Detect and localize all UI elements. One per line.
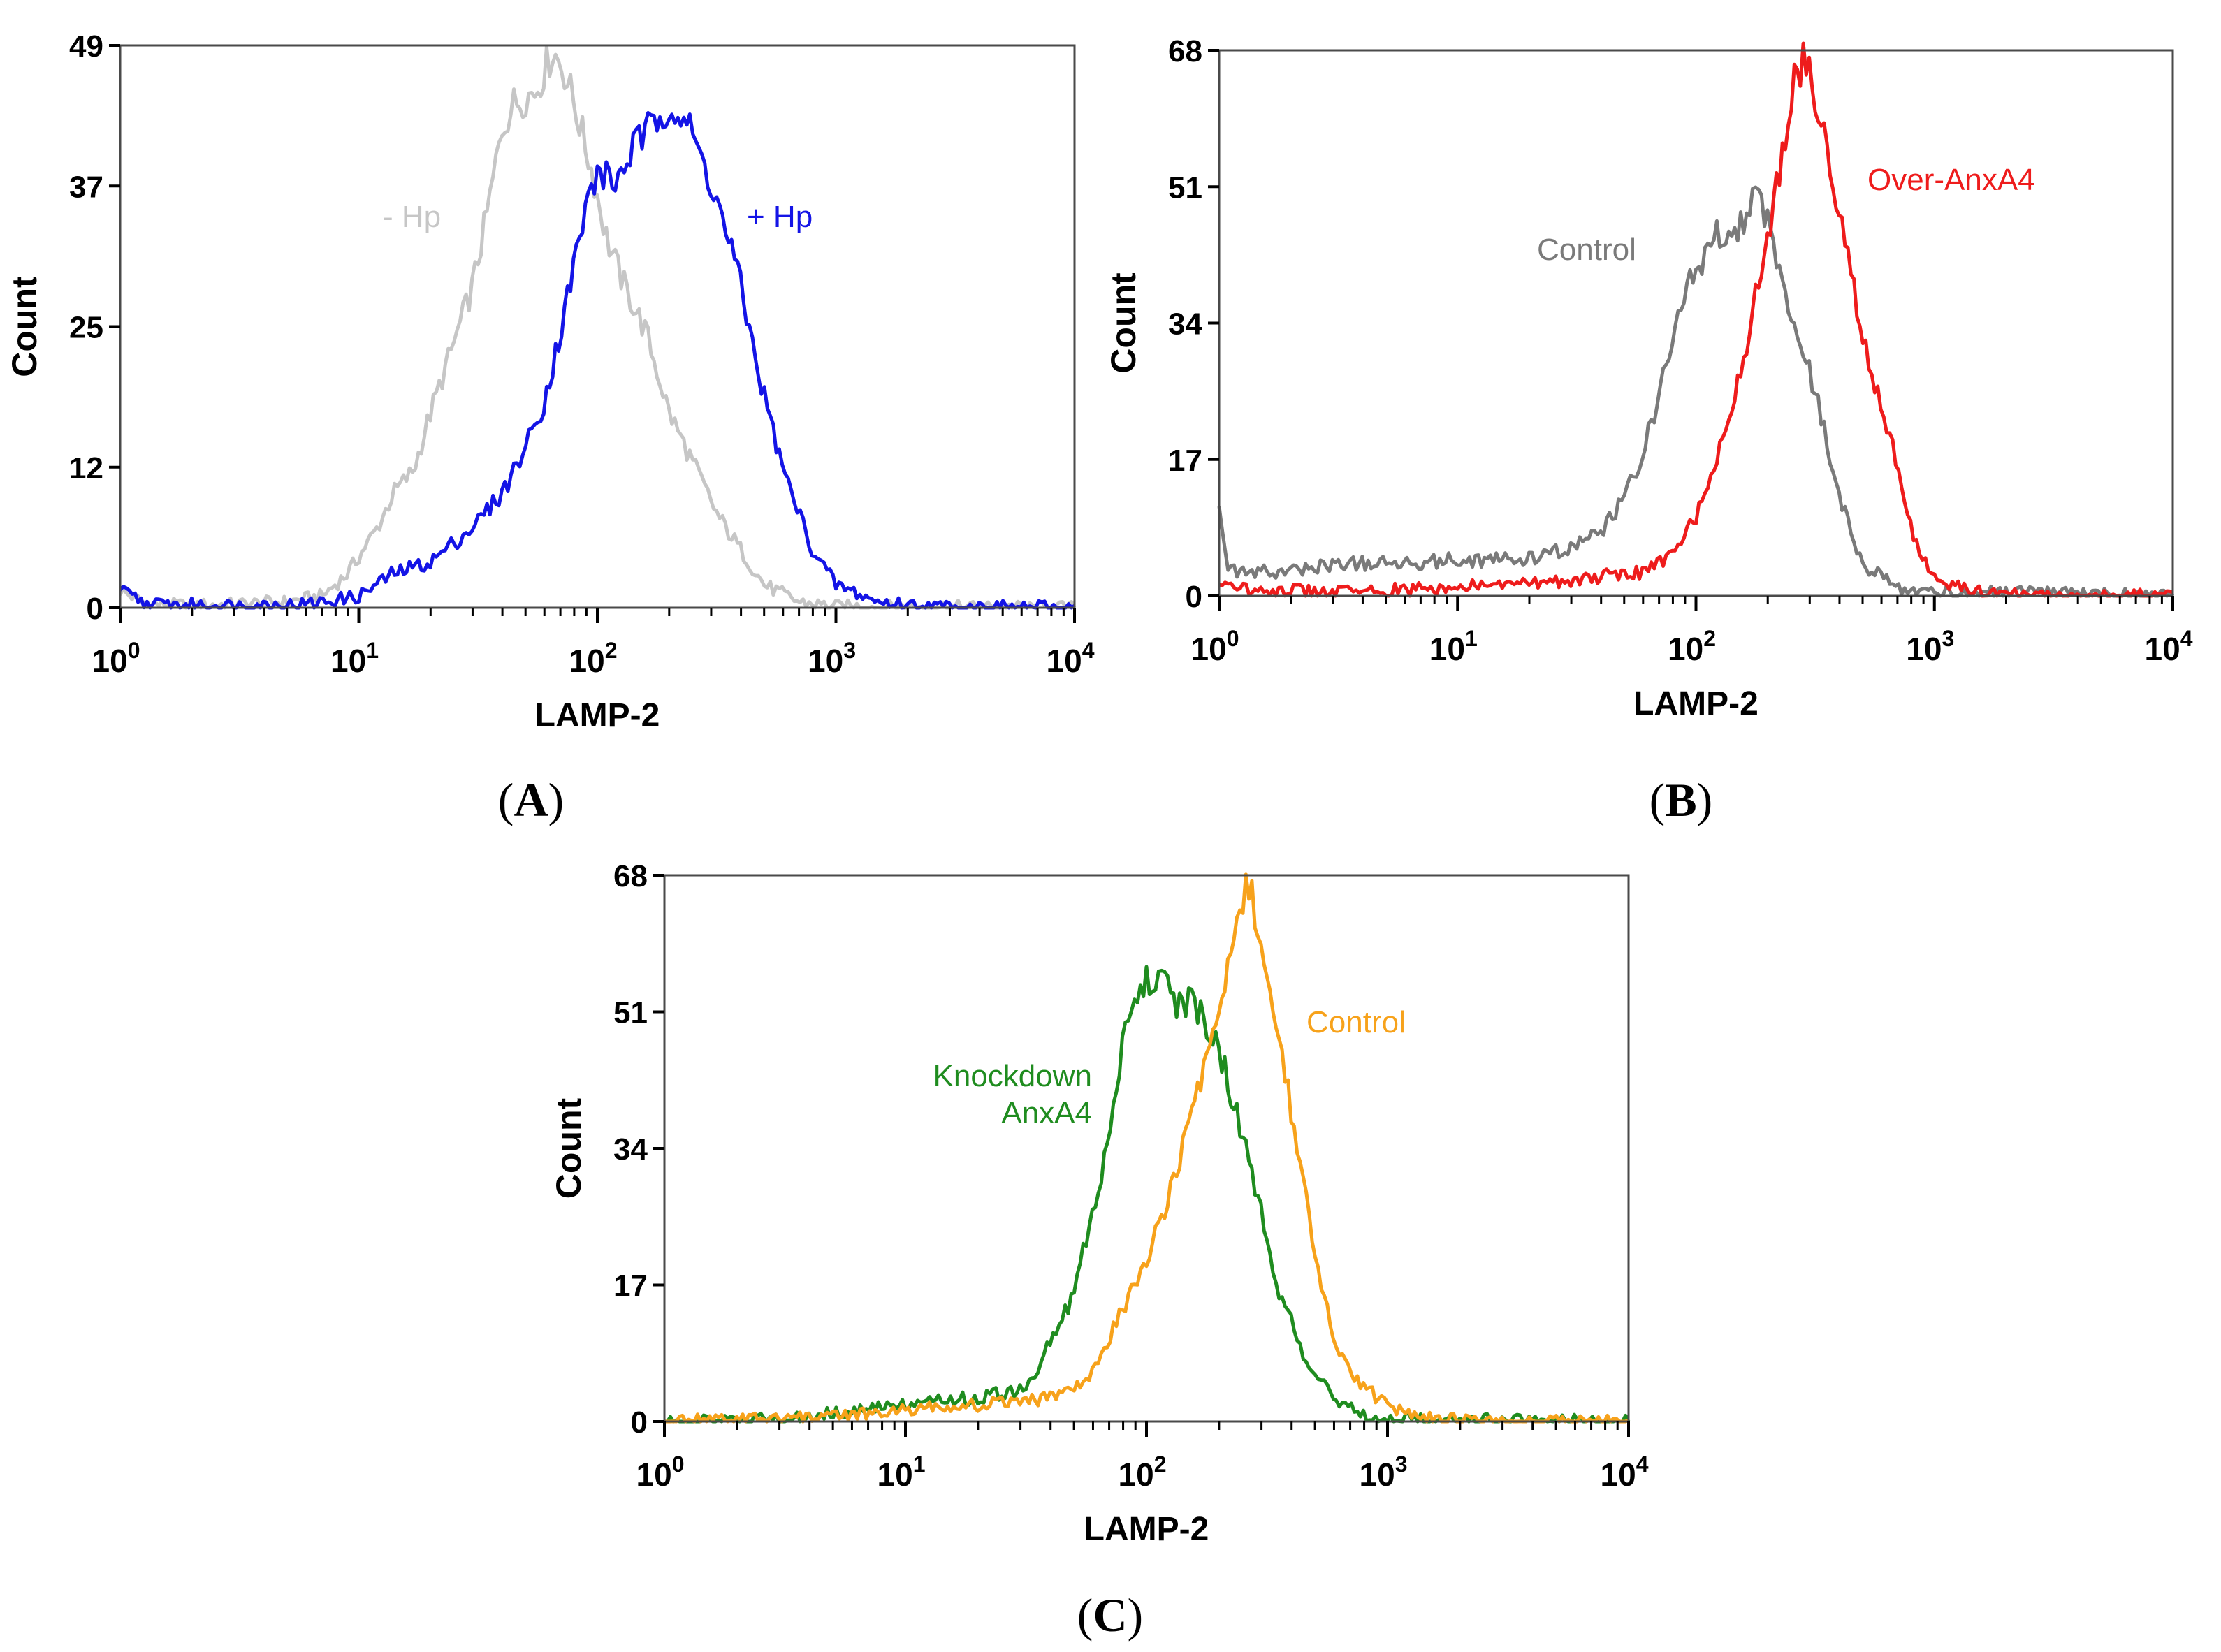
panel-label: (A)	[498, 773, 564, 826]
y-tick-label: 0	[87, 592, 103, 626]
y-tick-label: 51	[613, 996, 648, 1030]
y-tick-label: 49	[69, 29, 103, 64]
y-tick-label: 37	[69, 170, 103, 204]
x-tick-label: 101	[1429, 626, 1478, 667]
y-tick-label: 12	[69, 451, 103, 485]
x-tick-label: 102	[1119, 1452, 1167, 1493]
y-tick-label: 68	[613, 859, 648, 893]
y-tick-label: 0	[1186, 580, 1202, 614]
y-tick-label: 51	[1168, 170, 1202, 205]
chart-panel-b: 0 17 34 51 68 100 101 102 103 104 LAMP-2 Count Contr…	[1104, 34, 2193, 826]
legend-label: - Hp	[383, 200, 441, 234]
x-tick-label: 101	[878, 1452, 926, 1493]
x-tick-label: 100	[636, 1452, 685, 1493]
plot-frame	[119, 44, 1076, 609]
y-axis-label: Count	[549, 1097, 588, 1199]
panel-label: (C)	[1077, 1588, 1143, 1642]
x-tick-label: 100	[92, 638, 140, 679]
chart-panel-a: 0 12 25 37 49 100 101 102 103 104 LAMP-2 Count - Hp +…	[5, 29, 1095, 826]
x-tick-label: 104	[1047, 638, 1095, 679]
series-line-control	[1217, 185, 2175, 598]
series-line-knockdown-anxa4	[664, 965, 1631, 1424]
x-tick-label: 103	[808, 638, 856, 679]
x-tick-label: 101	[330, 638, 379, 679]
x-axis-label: LAMP-2	[1084, 1511, 1209, 1548]
legend-label: Control	[1537, 233, 1636, 267]
x-tick-label: 103	[1906, 626, 1954, 667]
legend-label: Knockdown AnxA4	[933, 1059, 1092, 1130]
x-tick-label: 103	[1360, 1452, 1408, 1493]
series-line-over-anxa4	[1218, 41, 2173, 598]
x-axis-label: LAMP-2	[1633, 685, 1758, 722]
y-axis-label: Count	[5, 276, 44, 377]
x-tick-label: 102	[1668, 626, 1716, 667]
legend-label: Control	[1306, 1005, 1406, 1039]
x-tick-label: 104	[1601, 1452, 1649, 1493]
y-tick-label: 68	[1168, 34, 1202, 68]
y-tick-label: 34	[1168, 307, 1202, 342]
legend-label: + Hp	[747, 200, 813, 234]
x-tick-label: 102	[569, 638, 618, 679]
y-tick-label: 25	[69, 311, 103, 345]
x-tick-label: 100	[1191, 626, 1239, 667]
x-axis-label: LAMP-2	[535, 697, 660, 734]
y-tick-label: 17	[1168, 444, 1202, 478]
chart-panel-c: 0 17 34 51 68 100 101 102 103 104 LAMP-2 Count Knock…	[549, 859, 1649, 1642]
series-line-hp	[119, 111, 1076, 610]
legend-label: Over-AnxA4	[1867, 163, 2035, 197]
panel-label: (B)	[1650, 773, 1713, 826]
y-tick-label: 17	[613, 1269, 648, 1303]
y-tick-label: 0	[631, 1405, 648, 1440]
y-axis-label: Count	[1104, 272, 1143, 374]
plot-frame	[663, 874, 1630, 1423]
series-line-control	[664, 872, 1629, 1424]
series-line-hp	[118, 45, 1077, 610]
x-tick-label: 104	[2145, 626, 2193, 667]
y-tick-label: 34	[613, 1132, 648, 1167]
